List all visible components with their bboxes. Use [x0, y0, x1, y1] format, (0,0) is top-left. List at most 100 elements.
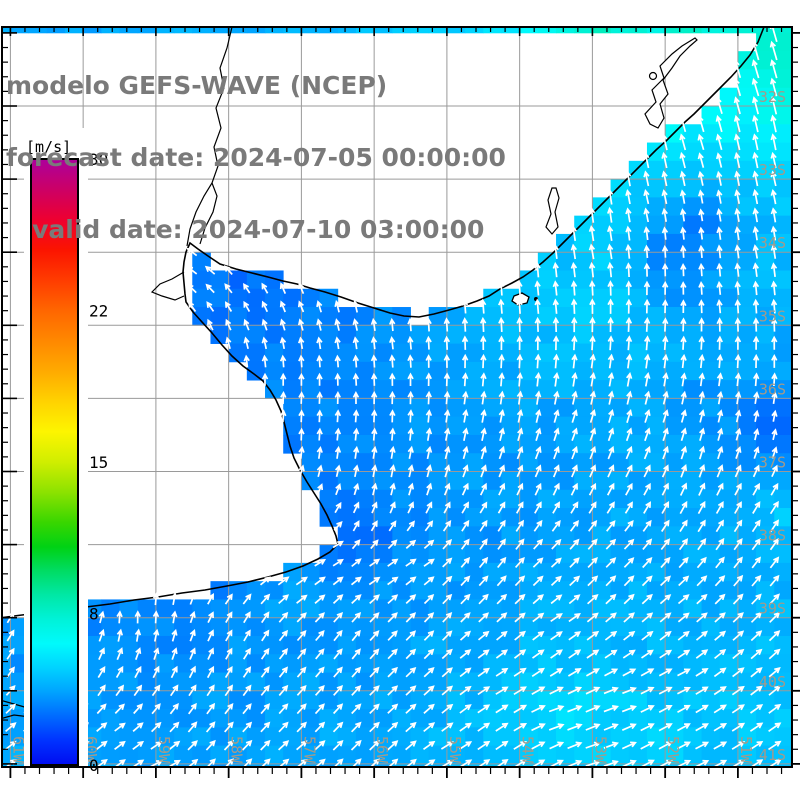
wind-arrow: [224, 283, 233, 294]
wind-arrow: [625, 298, 633, 314]
wind-arrow: [259, 576, 271, 586]
lon-label: 51W: [737, 736, 755, 764]
wind-arrow: [444, 445, 451, 460]
wind-arrow: [351, 666, 362, 678]
wind-arrow: [513, 741, 528, 750]
wind-arrow: [333, 520, 343, 531]
wind-arrow: [514, 593, 526, 605]
wind-arrow: [441, 667, 453, 678]
wind-arrow: [734, 207, 741, 222]
wind-arrow: [697, 170, 705, 186]
wind-arrow: [589, 335, 596, 351]
river: [186, 27, 233, 247]
wind-arrow: [534, 464, 542, 478]
wind-arrow: [279, 318, 286, 331]
lagoon: [644, 37, 698, 129]
wind-arrow: [443, 317, 451, 332]
wind-arrow: [260, 611, 270, 624]
wind-arrow: [115, 665, 124, 679]
wind-arrow: [242, 593, 252, 605]
wind-arrow: [332, 594, 344, 605]
coastline: [2, 27, 765, 619]
wind-arrow: [205, 283, 215, 294]
wind-arrow: [626, 372, 633, 387]
wind-arrow: [333, 666, 343, 678]
wind-arrow: [461, 298, 469, 314]
wind-arrow: [387, 648, 398, 660]
wind-arrow: [676, 741, 691, 750]
wind-arrow: [717, 445, 724, 460]
wind-arrow: [513, 686, 527, 696]
wind-arrow: [716, 208, 723, 222]
wind-arrow: [696, 612, 708, 623]
lagoon: [648, 71, 658, 81]
wind-arrow: [643, 501, 652, 514]
wind-arrow: [153, 647, 160, 660]
wind-arrow: [571, 427, 578, 441]
wind-arrow: [659, 649, 673, 659]
wind-arrow: [553, 409, 560, 423]
wind-arrow: [224, 593, 233, 605]
wind-arrow: [334, 409, 342, 423]
wind-arrow: [626, 408, 633, 423]
wind-arrow: [495, 649, 509, 659]
wind-arrow: [498, 409, 505, 423]
colorbar-tick-label: 8: [89, 605, 99, 624]
wind-arrow: [696, 556, 707, 569]
wind-arrow: [407, 445, 414, 459]
wind-arrow: [298, 391, 305, 404]
wind-arrow: [477, 686, 491, 696]
wind-arrow: [513, 667, 527, 677]
wind-arrow: [769, 500, 779, 515]
wind-arrow: [405, 594, 417, 605]
wind-arrow: [752, 317, 760, 332]
wind-arrow: [716, 482, 724, 496]
wind-arrow: [713, 722, 728, 732]
wind-arrow: [279, 282, 287, 294]
wind-arrow: [314, 721, 326, 733]
wind-arrow: [333, 684, 343, 696]
wind-arrow: [132, 740, 145, 750]
wind-arrow: [370, 372, 378, 386]
wind-arrow: [444, 427, 451, 441]
wind-arrow: [641, 649, 654, 659]
wind-arrow: [625, 170, 632, 187]
wind-arrow: [534, 298, 541, 314]
wind-arrow: [350, 576, 362, 586]
wind-arrow: [334, 318, 341, 331]
wind-arrow: [644, 408, 651, 423]
wind-arrow: [168, 759, 181, 767]
wind-arrow: [460, 612, 471, 623]
wind-arrow: [589, 353, 596, 369]
wind-arrow: [425, 390, 432, 405]
colorbar-gradient: [30, 158, 79, 766]
wind-arrow: [534, 261, 541, 278]
wind-arrow: [733, 114, 741, 133]
wind-arrow: [389, 464, 396, 478]
wind-arrow: [461, 519, 470, 532]
wind-arrow: [713, 704, 727, 714]
wind-arrow: [695, 686, 709, 695]
wind-arrow: [423, 594, 435, 605]
wind-arrow: [280, 372, 287, 386]
wind-arrow: [676, 723, 691, 732]
lat-label: 39S: [759, 600, 786, 618]
wind-arrow: [187, 721, 198, 733]
wind-arrow: [552, 243, 559, 260]
wind-arrow: [677, 649, 691, 659]
wind-arrow: [661, 151, 668, 169]
wind-arrow: [713, 667, 727, 678]
wind-arrow: [677, 630, 690, 641]
wind-arrow: [733, 59, 742, 79]
wind-arrow: [332, 721, 344, 733]
wind-arrow: [496, 593, 508, 605]
wind-arrow: [586, 649, 600, 659]
wind-arrow: [6, 629, 15, 642]
wind-arrow: [621, 741, 637, 750]
wind-arrow: [369, 558, 381, 567]
wind-arrow: [405, 703, 417, 714]
wind-arrow: [643, 280, 651, 296]
wind-arrow: [351, 703, 362, 715]
wind-arrow: [643, 226, 650, 241]
